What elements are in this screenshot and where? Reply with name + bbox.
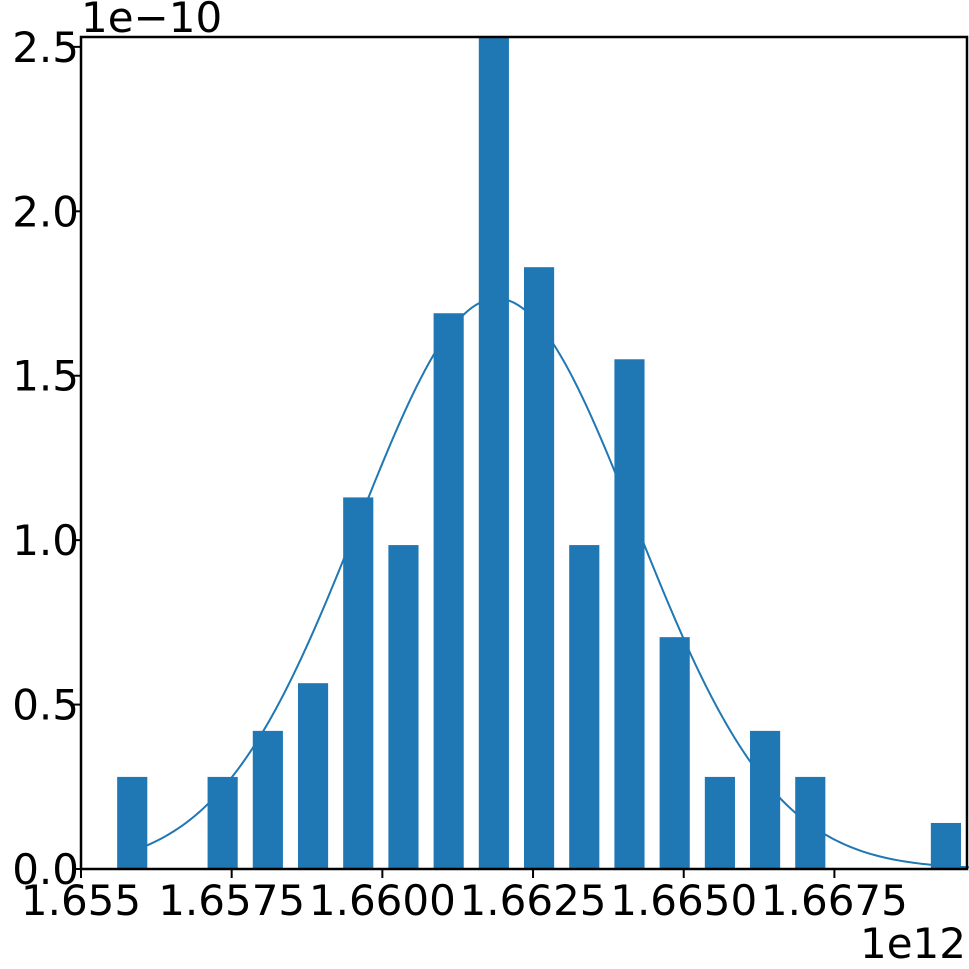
histogram-bar-8 (478, 37, 509, 869)
y-tick-label-4: 1.5 (12, 352, 79, 401)
histogram-bar-1 (117, 776, 148, 869)
histogram-bar-7 (433, 313, 464, 869)
histogram-bar-2 (207, 776, 238, 869)
x-tick-label-4: 1.6625 (460, 876, 607, 925)
axes-frame (79, 35, 969, 871)
x-axis-ticks: 1.655 1.6575 1.6600 1.6625 1.6650 1.6675 (21, 869, 908, 925)
y-tick-label-1: 0.0 (12, 845, 79, 894)
histogram-bar-13 (704, 776, 735, 869)
histogram-bar-9 (524, 267, 555, 869)
histogram-bar-11 (614, 359, 645, 869)
y-axis-offset-label: 1e−10 (81, 0, 222, 42)
normal-fit-curve (122, 297, 969, 869)
y-axis-ticks: 0.0 0.5 1.0 1.5 2.0 2.5 (12, 23, 81, 894)
x-tick-label-5: 1.6650 (610, 876, 757, 925)
histogram-bar-3 (252, 730, 283, 869)
histogram-bar-15 (795, 776, 826, 869)
x-axis-offset-label: 1e12 (860, 919, 966, 968)
histogram-bar-6 (388, 545, 419, 869)
y-tick-label-3: 1.0 (12, 516, 79, 565)
histogram-bar-5 (343, 497, 374, 869)
histogram-bar-4 (297, 683, 329, 869)
x-tick-label-2: 1.6575 (158, 876, 305, 925)
x-tick-label-3: 1.6600 (309, 876, 456, 925)
x-tick-label-6: 1.6675 (761, 876, 908, 925)
histogram-bar-12 (659, 637, 690, 869)
histogram-bar-14 (750, 730, 781, 869)
bars-layer (117, 37, 961, 869)
y-tick-label-2: 0.5 (12, 681, 79, 730)
x-tick-label-1: 1.655 (21, 876, 141, 925)
histogram-bar-10 (569, 545, 600, 869)
y-tick-label-6: 2.5 (12, 23, 79, 72)
histogram-bar-16 (930, 822, 961, 869)
y-tick-label-5: 2.0 (12, 187, 79, 236)
